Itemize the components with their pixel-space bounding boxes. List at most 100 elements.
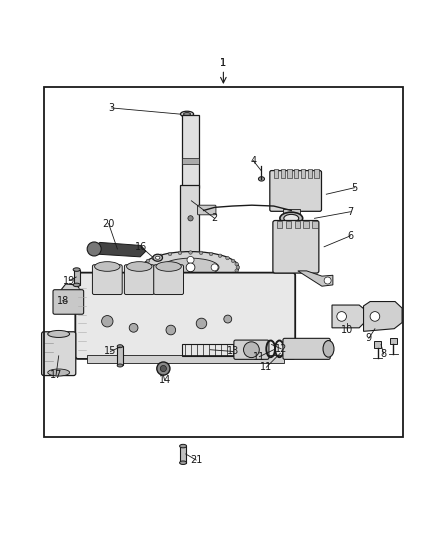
Circle shape <box>188 216 193 221</box>
Ellipse shape <box>323 341 334 357</box>
Bar <box>180 446 186 463</box>
Circle shape <box>337 312 346 321</box>
Circle shape <box>196 318 207 329</box>
Circle shape <box>199 251 203 255</box>
Bar <box>301 169 305 178</box>
Circle shape <box>163 264 170 271</box>
Bar <box>182 344 237 356</box>
Text: 1: 1 <box>220 58 226 68</box>
Ellipse shape <box>117 345 123 348</box>
Circle shape <box>102 316 113 327</box>
Circle shape <box>218 277 222 281</box>
Circle shape <box>189 280 192 284</box>
Text: 21: 21 <box>190 455 202 465</box>
Circle shape <box>231 259 235 263</box>
Bar <box>307 169 312 178</box>
Circle shape <box>143 269 146 272</box>
Ellipse shape <box>162 258 219 277</box>
FancyBboxPatch shape <box>92 265 122 295</box>
FancyBboxPatch shape <box>42 332 76 376</box>
Ellipse shape <box>142 252 239 283</box>
Text: 16: 16 <box>135 242 147 252</box>
Text: 11: 11 <box>260 362 272 372</box>
Circle shape <box>87 242 101 256</box>
Ellipse shape <box>180 461 187 464</box>
Text: 20: 20 <box>102 219 115 229</box>
Circle shape <box>370 312 380 321</box>
Ellipse shape <box>280 212 303 224</box>
Text: 15: 15 <box>104 346 117 357</box>
Circle shape <box>166 325 176 335</box>
Bar <box>274 169 278 178</box>
Circle shape <box>168 279 172 282</box>
Text: 17: 17 <box>50 370 62 380</box>
FancyBboxPatch shape <box>124 265 154 295</box>
Circle shape <box>211 264 218 271</box>
Ellipse shape <box>48 369 70 376</box>
Circle shape <box>209 279 213 282</box>
Circle shape <box>141 265 145 269</box>
FancyBboxPatch shape <box>270 171 321 211</box>
Circle shape <box>324 277 331 284</box>
Circle shape <box>218 254 222 257</box>
Text: 6: 6 <box>347 231 353 241</box>
Text: 12: 12 <box>275 344 287 354</box>
Text: 14: 14 <box>159 375 171 385</box>
Ellipse shape <box>180 111 194 117</box>
Ellipse shape <box>284 214 299 222</box>
Circle shape <box>226 275 229 278</box>
Bar <box>374 342 381 348</box>
Ellipse shape <box>258 177 265 181</box>
Bar <box>117 346 123 366</box>
Circle shape <box>143 262 146 266</box>
Bar <box>182 115 199 188</box>
Polygon shape <box>298 271 333 286</box>
Text: 8: 8 <box>381 349 387 359</box>
Circle shape <box>235 269 238 272</box>
Bar <box>87 355 284 363</box>
Text: 7: 7 <box>347 207 353 217</box>
Polygon shape <box>364 302 402 332</box>
Text: 18: 18 <box>57 296 69 305</box>
Bar <box>294 221 300 229</box>
Text: 4: 4 <box>250 156 256 166</box>
Circle shape <box>236 265 240 269</box>
Bar <box>312 221 318 229</box>
Circle shape <box>159 254 163 257</box>
FancyBboxPatch shape <box>283 338 330 359</box>
Ellipse shape <box>73 283 80 287</box>
Circle shape <box>160 366 166 372</box>
Circle shape <box>159 277 163 281</box>
Bar <box>180 185 199 271</box>
Circle shape <box>231 272 235 276</box>
Polygon shape <box>93 243 146 257</box>
Circle shape <box>178 251 182 255</box>
Circle shape <box>157 362 170 375</box>
Bar <box>280 169 285 178</box>
FancyBboxPatch shape <box>53 290 84 314</box>
Circle shape <box>178 280 182 284</box>
Bar <box>277 221 282 229</box>
Ellipse shape <box>156 262 181 271</box>
Ellipse shape <box>180 445 187 448</box>
Circle shape <box>244 342 259 358</box>
Bar <box>304 221 309 229</box>
Circle shape <box>224 315 232 323</box>
FancyBboxPatch shape <box>234 340 269 359</box>
Ellipse shape <box>48 330 70 337</box>
Polygon shape <box>60 284 82 310</box>
Ellipse shape <box>73 268 80 271</box>
Text: 3: 3 <box>109 103 115 113</box>
Circle shape <box>146 272 150 276</box>
Ellipse shape <box>117 364 123 367</box>
Text: 1: 1 <box>220 58 226 68</box>
Ellipse shape <box>153 254 162 261</box>
Circle shape <box>168 252 172 256</box>
Text: 13: 13 <box>227 346 239 357</box>
Circle shape <box>187 256 194 263</box>
Text: 9: 9 <box>366 333 372 343</box>
Circle shape <box>235 262 238 266</box>
Text: 2: 2 <box>212 213 218 223</box>
Circle shape <box>189 251 192 254</box>
Bar <box>283 209 300 219</box>
